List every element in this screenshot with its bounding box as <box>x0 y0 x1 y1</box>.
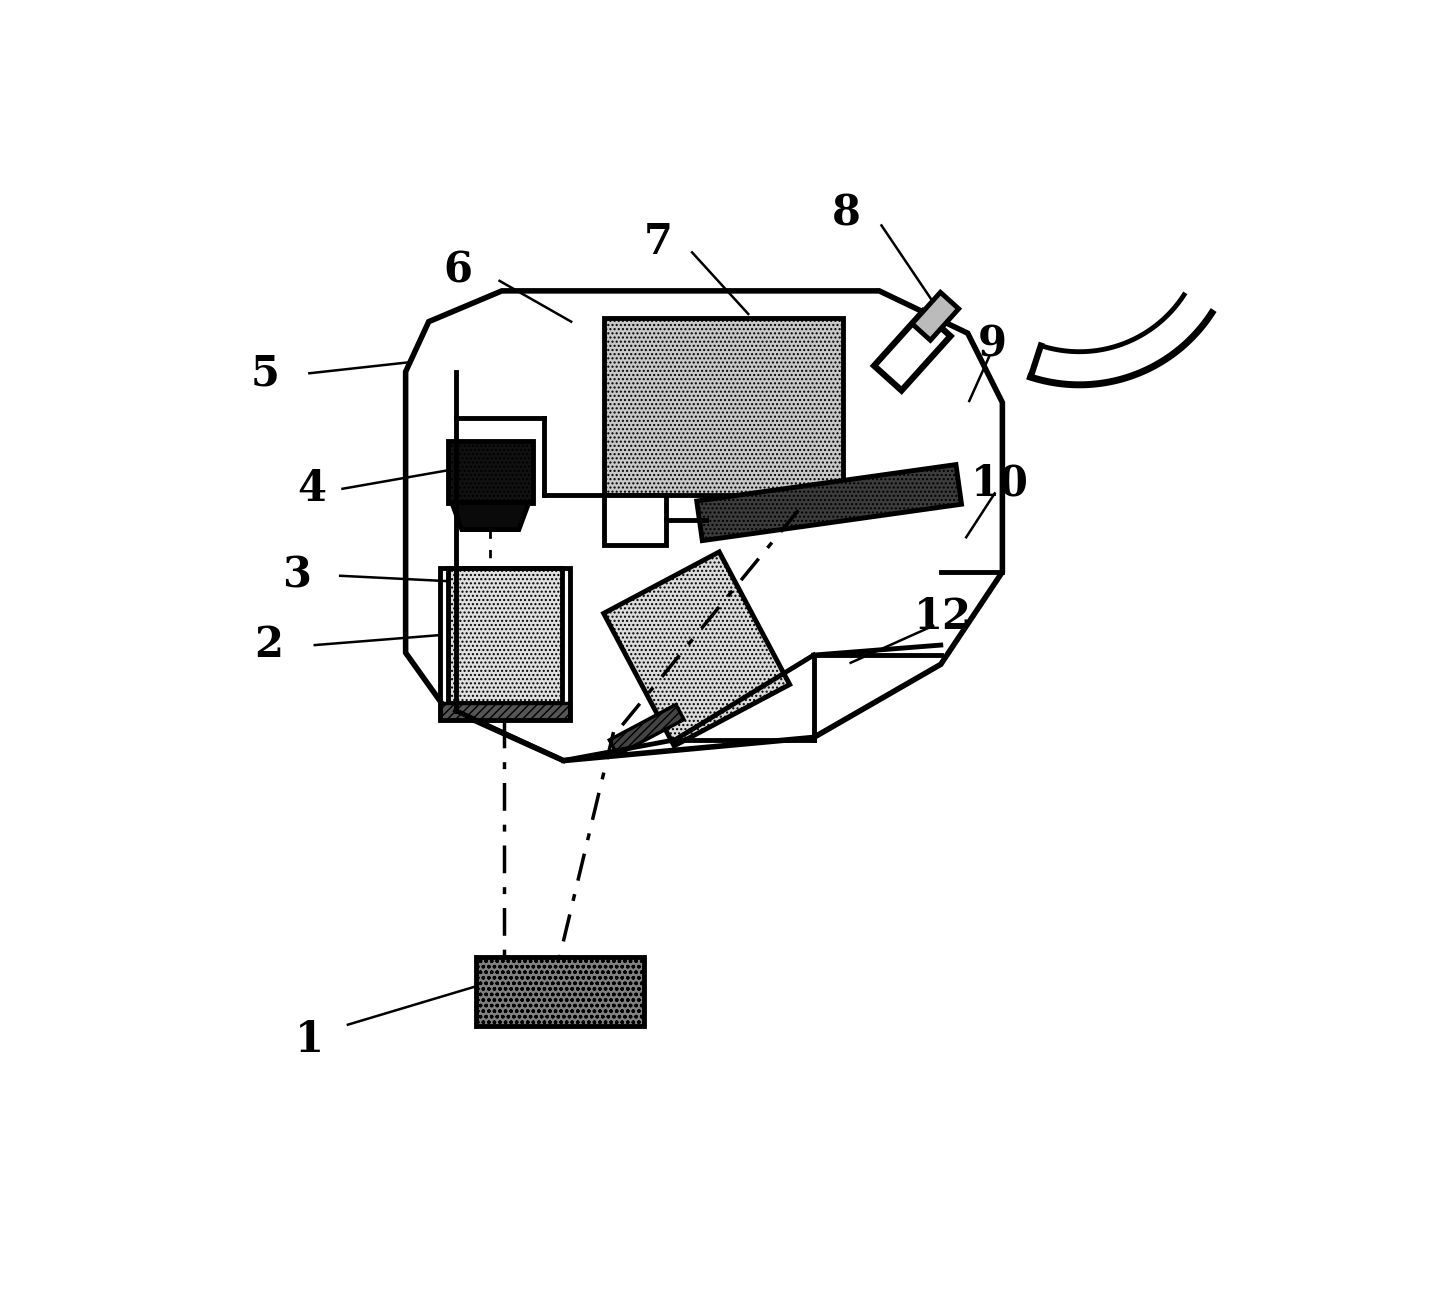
Text: 7: 7 <box>644 221 672 263</box>
Polygon shape <box>609 705 684 755</box>
Polygon shape <box>452 502 529 530</box>
Text: 3: 3 <box>282 554 310 597</box>
Polygon shape <box>696 464 961 541</box>
Bar <box>605 494 666 545</box>
Bar <box>476 958 645 1026</box>
Text: 9: 9 <box>978 324 1007 366</box>
Text: 5: 5 <box>252 353 280 394</box>
Bar <box>440 703 569 719</box>
Text: 12: 12 <box>914 596 972 637</box>
Polygon shape <box>603 552 789 745</box>
Polygon shape <box>874 311 951 390</box>
Text: 2: 2 <box>255 624 283 666</box>
Bar <box>605 317 842 494</box>
Bar <box>448 441 532 502</box>
Polygon shape <box>912 293 958 341</box>
Text: 8: 8 <box>832 193 861 235</box>
Text: 4: 4 <box>297 468 326 510</box>
Text: 10: 10 <box>971 462 1030 505</box>
Text: 1: 1 <box>295 1019 323 1062</box>
Bar <box>448 569 562 703</box>
Text: 6: 6 <box>443 248 472 291</box>
Bar <box>440 569 569 719</box>
